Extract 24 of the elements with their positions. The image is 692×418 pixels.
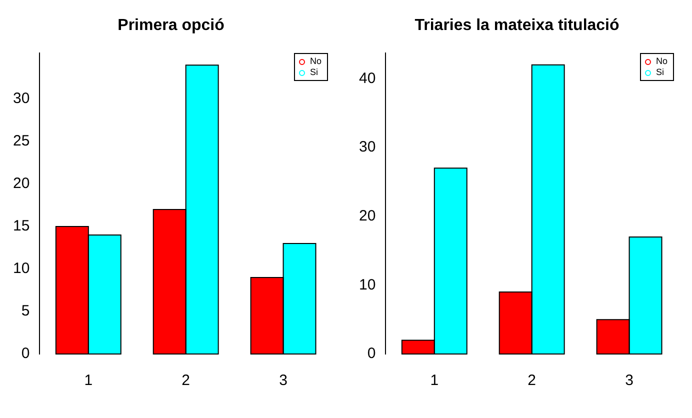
chart-title: Triaries la mateixa titulació [414, 17, 620, 34]
x-tick-label: 2 [528, 372, 536, 390]
y-tick-label: 30 [12, 90, 30, 108]
y-tick-label: 25 [12, 132, 30, 150]
x-tick-label: 1 [84, 372, 93, 390]
y-tick-label: 5 [21, 302, 30, 320]
x-tick-label: 2 [182, 372, 190, 390]
y-tick-label: 10 [358, 276, 376, 294]
x-tick-label: 3 [279, 372, 288, 390]
y-tick-label: 0 [367, 345, 376, 362]
chart-title: Primera opció [118, 17, 225, 34]
y-tick-label: 10 [12, 260, 30, 278]
x-tick-label: 3 [625, 372, 634, 390]
legend-label: No [656, 56, 668, 68]
legend-label: Si [310, 67, 318, 78]
y-tick-label: 30 [358, 138, 376, 156]
y-tick-label: 20 [358, 207, 376, 224]
legend-label: No [310, 56, 322, 68]
legend-label: Si [656, 67, 664, 78]
y-tick-label: 40 [358, 70, 376, 87]
y-tick-label: 0 [21, 345, 30, 362]
y-tick-label: 15 [12, 218, 30, 235]
y-tick-label: 20 [12, 175, 30, 192]
x-tick-label: 1 [430, 372, 439, 390]
